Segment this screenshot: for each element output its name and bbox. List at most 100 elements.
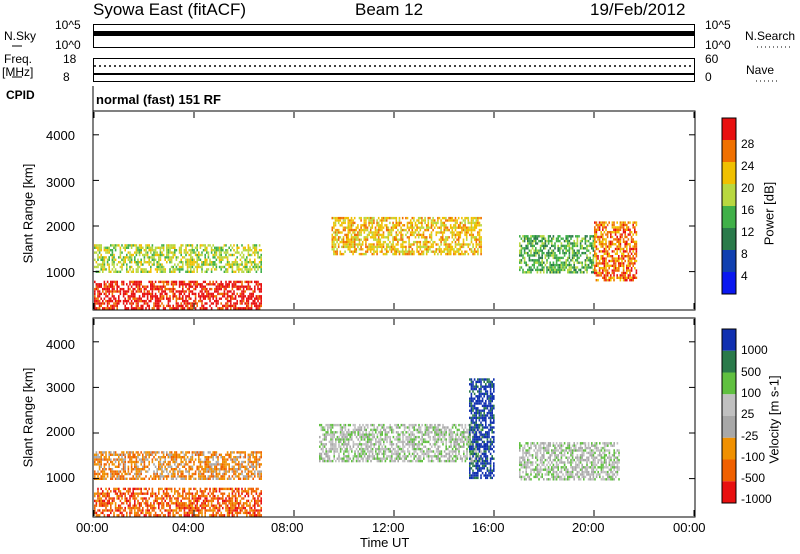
echo-cell	[134, 477, 136, 480]
echo-cell	[127, 285, 130, 288]
echo-cell	[105, 463, 107, 466]
echo-cell	[193, 460, 195, 464]
echo-cell	[135, 285, 138, 288]
echo-cell	[153, 492, 155, 495]
echo-cell	[156, 251, 158, 254]
echo-cell	[242, 511, 245, 515]
echo-cell	[103, 504, 106, 507]
echo-cell	[225, 280, 227, 284]
echo-cell	[234, 285, 237, 288]
echo-cell	[349, 221, 351, 225]
echo-cell	[535, 254, 537, 257]
echo-cell	[191, 292, 194, 296]
echo-cell	[196, 509, 198, 512]
echo-cell	[177, 302, 179, 305]
echo-cell	[472, 250, 474, 253]
echo-cell	[185, 253, 187, 257]
echo-cell	[185, 504, 187, 507]
echo-cell	[124, 492, 126, 495]
echo-cell	[457, 231, 460, 234]
echo-cell	[586, 259, 588, 262]
echo-cell	[220, 497, 222, 500]
echo-cell	[366, 238, 369, 241]
echo-cell	[392, 245, 394, 249]
echo-cell	[445, 238, 447, 241]
echo-cell	[602, 262, 604, 265]
echo-cell	[616, 259, 618, 263]
echo-cell	[113, 302, 115, 305]
echo-cell	[153, 456, 155, 459]
echo-cell	[242, 307, 245, 310]
echo-cell	[116, 307, 118, 310]
echo-cell	[377, 221, 380, 225]
echo-cell	[142, 460, 144, 464]
echo-cell	[178, 280, 181, 284]
echo-cell	[467, 221, 470, 225]
echo-cell	[576, 261, 579, 264]
echo-cell	[175, 256, 178, 259]
echo-cell	[210, 492, 213, 495]
echo-cell	[198, 497, 200, 500]
echo-cell	[578, 268, 580, 272]
echo-cell	[170, 258, 173, 261]
echo-cell	[178, 456, 181, 459]
echo-cell	[222, 497, 224, 500]
echo-cell	[182, 295, 184, 298]
echo-cell	[138, 244, 141, 247]
echo-cell	[116, 458, 118, 461]
echo-cell	[547, 251, 550, 255]
echo-cell	[178, 249, 181, 252]
echo-cell	[225, 244, 227, 247]
echo-cell	[437, 226, 439, 229]
echo-cell	[472, 233, 474, 237]
colorbar-tick-label: -100	[741, 450, 766, 464]
echo-cell	[589, 266, 591, 269]
echo-cell	[385, 224, 388, 227]
echo-cell	[230, 453, 232, 456]
echo-cell	[258, 499, 261, 503]
echo-cell	[231, 514, 234, 517]
echo-cell	[606, 250, 609, 253]
echo-cell	[145, 499, 147, 503]
echo-cell	[150, 506, 152, 510]
echo-cell	[129, 251, 131, 254]
echo-cell	[183, 458, 186, 461]
echo-cell	[234, 487, 237, 491]
echo-cell	[565, 249, 567, 252]
echo-cell	[169, 297, 171, 300]
echo-cell	[408, 228, 410, 232]
echo-cell	[105, 468, 107, 471]
echo-cell	[206, 249, 208, 252]
echo-cell	[374, 236, 377, 239]
echo-cell	[257, 514, 259, 517]
echo-cell	[594, 238, 596, 241]
echo-cell	[154, 292, 157, 296]
echo-cell	[127, 470, 130, 473]
echo-cell	[95, 261, 98, 264]
echo-cell	[397, 224, 399, 227]
echo-cell	[250, 287, 253, 291]
echo-cell	[234, 307, 237, 310]
echo-cell	[137, 307, 139, 310]
echo-cell	[191, 453, 194, 456]
echo-cell	[118, 490, 120, 493]
echo-cell	[252, 251, 254, 254]
echo-cell	[616, 252, 618, 255]
echo-cell	[142, 458, 144, 461]
echo-cell	[238, 307, 240, 310]
echo-cell	[204, 465, 206, 468]
echo-cell	[228, 475, 230, 478]
echo-cell	[182, 456, 184, 459]
echo-cell	[204, 280, 206, 284]
echo-cell	[140, 280, 142, 284]
echo-cell	[156, 297, 158, 300]
echo-cell	[111, 509, 114, 512]
echo-cell	[618, 238, 620, 241]
echo-cell	[194, 307, 197, 310]
echo-cell	[167, 283, 170, 286]
echo-cell	[121, 258, 123, 261]
echo-cell	[254, 509, 256, 512]
colorbar-tick-label: -1000	[741, 492, 772, 506]
echo-cell	[530, 237, 532, 240]
echo-cell	[565, 251, 567, 255]
